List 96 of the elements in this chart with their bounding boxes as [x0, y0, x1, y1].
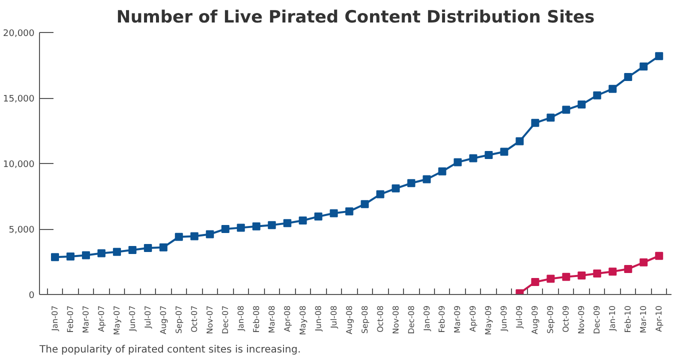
x-tick-label: Nov-08 — [391, 305, 400, 334]
y-tick-label: 5,000 — [8, 226, 35, 236]
x-tick-label: Oct-07 — [190, 305, 199, 332]
point — [578, 100, 586, 109]
point — [469, 154, 478, 162]
point — [608, 84, 617, 93]
x-tick-label: Jun-08 — [314, 305, 323, 332]
x-tick-label: Dec-08 — [406, 306, 416, 334]
y-tick-label: 15,000 — [3, 94, 35, 104]
point — [484, 150, 493, 159]
point — [546, 114, 555, 122]
chart-title: Number of Live Pirated Content Distribution Sites — [116, 8, 595, 28]
x-tick-label: Feb-07 — [66, 305, 75, 333]
x-tick-label: Aug-07 — [158, 306, 168, 334]
x-tick-label: Nov-09 — [577, 305, 586, 334]
x-tick-label: Sep-09 — [546, 305, 556, 334]
point — [531, 118, 540, 127]
x-tick-label: Feb-10 — [624, 305, 633, 333]
point — [640, 62, 648, 71]
point — [516, 137, 524, 146]
point — [252, 222, 260, 230]
point — [268, 221, 276, 230]
point — [376, 190, 384, 198]
point — [82, 251, 90, 260]
x-tick-label: Jul-07 — [143, 306, 152, 330]
x-tick-label: Feb-09 — [438, 305, 447, 333]
point — [66, 252, 74, 261]
y-tick-label: 20,000 — [3, 29, 35, 39]
point — [454, 158, 462, 166]
x-tick-label: Nov-07 — [205, 305, 214, 334]
point — [546, 274, 555, 283]
x-tick-label: Sep-07 — [174, 305, 184, 334]
x-tick-label: Mar-07 — [81, 305, 90, 334]
x-tick-label: Mar-09 — [453, 305, 462, 334]
point — [50, 253, 59, 262]
point — [190, 232, 198, 240]
point — [97, 249, 106, 258]
x-tick-label: May-09 — [484, 305, 494, 335]
point — [112, 248, 121, 256]
x-tick-label: May-08 — [298, 305, 308, 335]
x-tick-label: Apr-10 — [654, 305, 664, 332]
x-tick-label: Mar-08 — [267, 305, 276, 334]
point — [624, 73, 632, 82]
point — [640, 258, 648, 266]
x-tick-label: Jul-08 — [329, 306, 338, 330]
point — [206, 230, 214, 238]
x-tick-label: Jan-10 — [608, 305, 618, 332]
point — [531, 278, 540, 286]
x-tick-label: Aug-08 — [344, 306, 354, 334]
point — [578, 272, 586, 280]
point — [283, 219, 292, 228]
point — [655, 52, 664, 60]
x-tick-label: Oct-09 — [562, 305, 571, 332]
point — [345, 207, 354, 216]
y-tick-label: 10,000 — [3, 160, 35, 170]
point — [593, 270, 602, 278]
x-tick-label: Jan-08 — [236, 305, 246, 332]
point — [562, 106, 570, 114]
x-tick-label: Mar-10 — [639, 305, 648, 334]
x-tick-label: Apr-07 — [96, 305, 106, 332]
point — [330, 209, 338, 218]
text: The popularity of pirated content sites is increasing. — [38, 344, 301, 356]
x-tick-label: Jun-07 — [128, 305, 137, 332]
point — [562, 272, 570, 281]
point — [159, 243, 168, 252]
point — [298, 216, 307, 224]
point — [655, 252, 664, 260]
point — [236, 224, 245, 232]
point — [422, 175, 431, 184]
x-tick-label: Jan-07 — [50, 305, 60, 332]
x-tick-label: Dec-07 — [220, 306, 230, 334]
x-tick-label: Jun-09 — [500, 305, 509, 332]
x-tick-label: Sep-08 — [360, 305, 370, 334]
point — [144, 244, 152, 252]
point — [438, 167, 446, 176]
x-tick-label: Dec-09 — [592, 306, 602, 334]
point — [360, 200, 369, 208]
point — [624, 264, 632, 273]
x-tick-label: Apr-08 — [282, 305, 292, 332]
point — [128, 246, 136, 254]
point — [392, 184, 400, 192]
point — [407, 179, 416, 188]
point — [174, 232, 183, 241]
y-tick-label: 0 — [28, 291, 35, 301]
x-tick-label: Feb-08 — [252, 305, 261, 333]
point — [314, 212, 322, 221]
x-tick-label: Oct-08 — [376, 305, 385, 332]
point — [500, 148, 508, 156]
x-tick-label: Jan-09 — [422, 305, 432, 332]
x-tick-label: Aug-09 — [530, 306, 540, 334]
point — [221, 225, 230, 233]
x-tick-label: Apr-09 — [468, 305, 478, 332]
x-tick-label: Jul-09 — [515, 306, 524, 330]
point — [593, 91, 602, 100]
x-tick-label: May-07 — [112, 305, 122, 335]
point — [608, 268, 617, 276]
